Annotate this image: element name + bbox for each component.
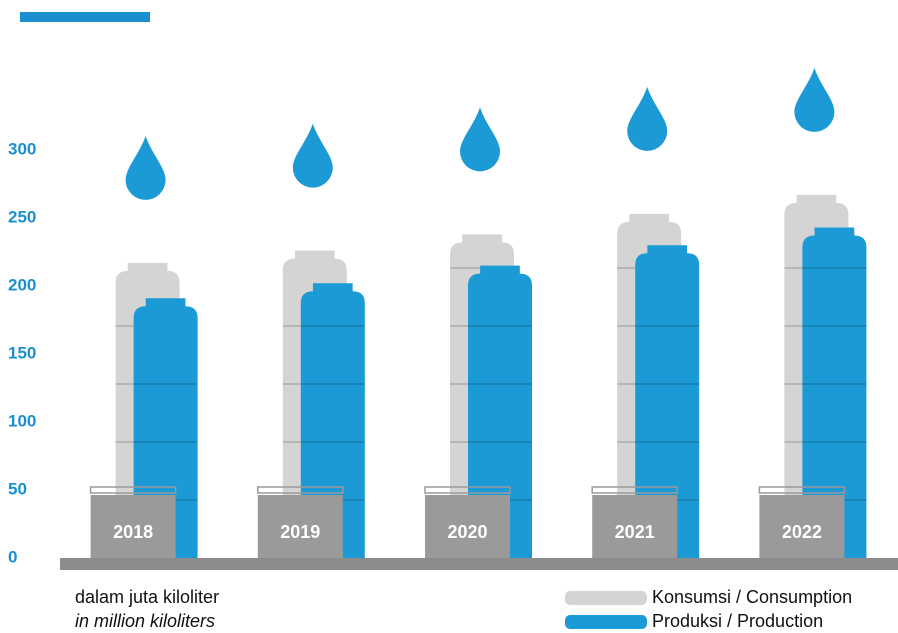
legend-label: Produksi / Production <box>652 611 823 631</box>
water-drop <box>125 135 166 200</box>
legend-swatch <box>565 591 647 605</box>
legend-swatch <box>565 615 647 629</box>
y-tick-label: 100 <box>8 411 36 430</box>
y-tick-label: 50 <box>8 479 27 498</box>
year-box-rail <box>89 486 177 494</box>
water-drop <box>794 67 835 132</box>
x-tick-label: 2021 <box>615 522 655 542</box>
y-tick-label: 300 <box>8 139 36 158</box>
tank-bar <box>635 245 700 558</box>
water-drop <box>292 123 333 188</box>
x-tick-label: 2022 <box>782 522 822 542</box>
year-box <box>90 495 176 558</box>
year-box-rail <box>758 486 846 494</box>
year-box <box>592 495 678 558</box>
tank-bar <box>468 265 532 558</box>
water-drop <box>460 107 500 172</box>
year-box <box>257 495 343 558</box>
year-box <box>425 495 510 558</box>
water-drop <box>627 86 668 151</box>
year-box <box>759 495 845 558</box>
unit-label: dalam juta kiloliter <box>75 587 219 607</box>
legend-label: Konsumsi / Consumption <box>652 587 852 607</box>
year-box-rail <box>591 486 678 494</box>
year-box-rail <box>424 486 511 494</box>
tank-bar <box>802 227 867 558</box>
unit-label-en: in million kiloliters <box>75 611 215 631</box>
y-tick-label: 150 <box>8 343 36 362</box>
x-tick-label: 2020 <box>447 522 487 542</box>
x-tick-label: 2019 <box>280 522 320 542</box>
year-box-rail <box>257 486 344 494</box>
tank-bar <box>300 283 365 558</box>
header-bar <box>20 12 150 22</box>
x-tick-label: 2018 <box>113 522 153 542</box>
y-tick-label: 200 <box>8 275 36 294</box>
baseline <box>60 558 898 570</box>
y-tick-label: 250 <box>8 207 36 226</box>
y-tick-label: 0 <box>8 547 17 566</box>
